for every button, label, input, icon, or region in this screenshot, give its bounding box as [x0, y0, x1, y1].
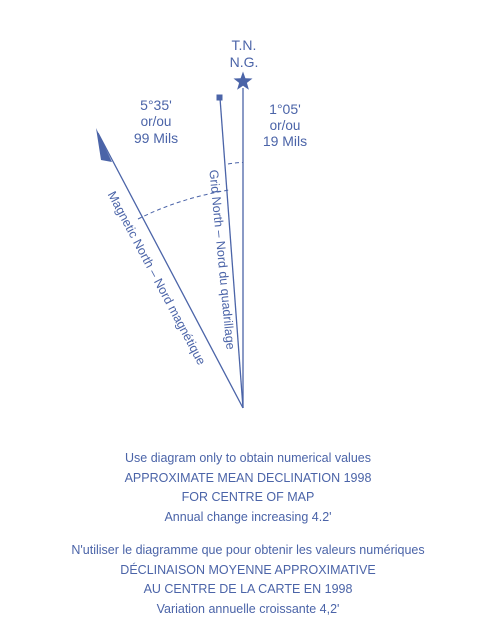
caption-fr-line-3: AU CENTRE DE LA CARTE EN 1998	[143, 582, 353, 596]
magnetic-north-line	[97, 132, 244, 409]
grid-north-line-label: Grid North – Nord du quadrillage	[206, 169, 237, 350]
caption-en-line-1: Use diagram only to obtain numerical val…	[125, 451, 371, 465]
true-angle-degrees: 1°05'	[269, 101, 301, 117]
caption-fr-line-1: N'utiliser le diagramme que pour obtenir…	[71, 543, 425, 557]
caption-fr-line-4: Variation annuelle croissante 4,2'	[156, 601, 340, 616]
grid-north-top-label: N.G.	[230, 54, 259, 70]
square-marker-icon	[216, 94, 223, 101]
caption-french: N'utiliser le diagramme que pour obtenir…	[0, 541, 496, 619]
caption-en-line-3: FOR CENTRE OF MAP	[181, 490, 315, 504]
true-north-label: T.N.	[232, 37, 257, 53]
caption-en-line-4: Annual change increasing 4.2'	[164, 509, 332, 524]
half-arrow-icon	[96, 128, 112, 162]
grid-to-true-arc	[227, 162, 244, 165]
grid-angle-or: or/ou	[141, 114, 172, 129]
true-angle-mils: 19 Mils	[263, 133, 307, 149]
caption-english: Use diagram only to obtain numerical val…	[0, 449, 496, 527]
star-icon	[233, 71, 253, 90]
magnetic-to-grid-arc	[137, 189, 230, 220]
true-angle-or: or/ou	[270, 118, 301, 133]
caption-en-line-2: APPROXIMATE MEAN DECLINATION 1998	[124, 470, 372, 485]
grid-north-line	[219, 97, 244, 409]
grid-angle-degrees: 5°35'	[140, 97, 172, 113]
caption-fr-line-2: DÉCLINAISON MOYENNE APPROXIMATIVE	[120, 562, 376, 577]
magnetic-north-line-label: Magnetic North – Nord magnétique	[105, 189, 209, 367]
grid-angle-mils: 99 Mils	[134, 130, 178, 146]
